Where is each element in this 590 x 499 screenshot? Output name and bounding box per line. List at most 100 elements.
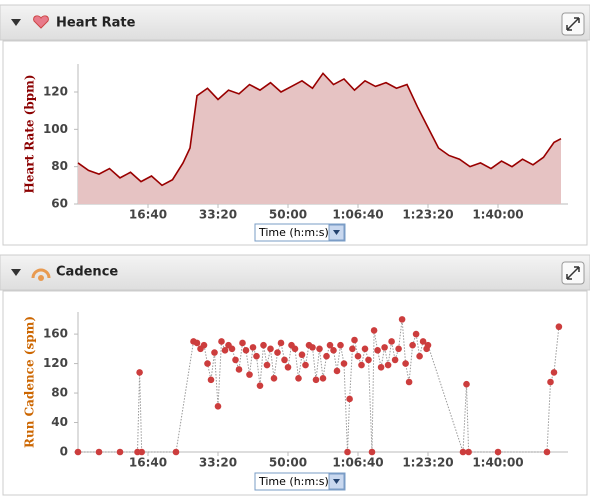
point: [333, 367, 341, 375]
point: [323, 352, 330, 360]
point: [239, 339, 246, 347]
point: [260, 341, 267, 349]
point: [340, 360, 348, 367]
point: [218, 338, 225, 345]
point: [284, 363, 292, 371]
y-axis-label: Run Cadence (spm): [23, 316, 37, 448]
point: [193, 339, 201, 347]
panel-header: [0, 4, 590, 41]
point: [116, 448, 124, 456]
point: [358, 361, 365, 369]
y-tick-label: 120: [43, 356, 68, 370]
point: [381, 344, 388, 351]
point: [344, 448, 351, 456]
x-tick-label: 33:20: [199, 456, 237, 470]
x-selector[interactable]: [254, 223, 346, 242]
point: [291, 345, 299, 353]
point: [326, 341, 334, 349]
y-tick-label: 100: [43, 122, 68, 136]
point: [263, 361, 271, 369]
cadence-icon: [31, 268, 51, 279]
point: [346, 395, 353, 403]
point: [555, 323, 563, 331]
x-selector[interactable]: [254, 472, 346, 491]
collapse-toggle[interactable]: [11, 269, 21, 276]
point: [319, 375, 327, 382]
panel-header: [0, 254, 590, 291]
point: [235, 366, 243, 373]
point: [494, 448, 502, 456]
point: [412, 330, 420, 338]
point: [424, 341, 432, 349]
point: [337, 341, 344, 349]
point: [312, 376, 320, 384]
point: [74, 448, 82, 456]
point: [207, 376, 215, 384]
point: [391, 356, 399, 364]
point: [242, 347, 250, 354]
point: [221, 347, 229, 354]
x-tick-label: 1:40:00: [472, 456, 523, 470]
point: [256, 382, 264, 389]
point: [270, 375, 278, 382]
point: [463, 380, 470, 388]
point: [395, 345, 402, 353]
point: [398, 316, 406, 323]
point: [351, 336, 358, 344]
cadence-icon-dot: [38, 275, 44, 281]
heart-icon: [33, 15, 49, 29]
x-tick-label: 16:40: [129, 456, 167, 470]
y-tick-label: 0: [60, 445, 68, 459]
x-tick-label: 33:20: [199, 208, 237, 222]
point: [316, 345, 323, 353]
point: [232, 356, 239, 364]
chart-box: [2, 290, 588, 496]
point: [281, 356, 288, 364]
y-tick-label: 80: [51, 386, 68, 400]
y-tick-label: 40: [51, 415, 68, 429]
point: [384, 361, 392, 369]
point: [267, 345, 274, 353]
point: [459, 448, 467, 456]
y-axis-label: Heart Rate (bpm): [23, 74, 37, 193]
x-selector-label: Time (h:m:s): [258, 226, 329, 239]
line: [77, 72, 562, 187]
point: [204, 360, 211, 367]
point: [365, 356, 372, 364]
expand-icon: [566, 17, 580, 31]
point: [349, 345, 356, 353]
panel-title: Heart Rate: [56, 16, 136, 31]
point: [354, 352, 362, 360]
point: [419, 338, 427, 345]
x-tick-label: 1:23:20: [402, 208, 453, 222]
x-tick-label: 1:06:40: [332, 456, 383, 470]
point: [330, 347, 337, 354]
point: [298, 351, 306, 359]
point: [95, 448, 103, 456]
point: [388, 338, 395, 345]
point: [374, 347, 381, 354]
point: [246, 371, 253, 378]
x-tick-label: 1:23:20: [402, 456, 453, 470]
point: [253, 352, 260, 360]
x-selector-arrow: [333, 479, 340, 484]
point: [543, 448, 551, 456]
point: [211, 349, 218, 356]
collapse-toggle[interactable]: [11, 19, 21, 26]
point: [136, 369, 143, 376]
point: [416, 352, 423, 360]
point: [274, 349, 281, 356]
x-selector-label: Time (h:m:s): [258, 475, 329, 488]
panel-cad: Cadence: [0, 254, 590, 496]
point: [377, 363, 385, 371]
x-tick-label: 50:00: [269, 456, 307, 470]
point: [405, 378, 413, 386]
point: [172, 448, 180, 456]
point: [200, 341, 208, 349]
point: [309, 344, 316, 351]
point: [402, 360, 409, 367]
point: [138, 448, 145, 456]
y-tick-label: 80: [51, 159, 68, 173]
